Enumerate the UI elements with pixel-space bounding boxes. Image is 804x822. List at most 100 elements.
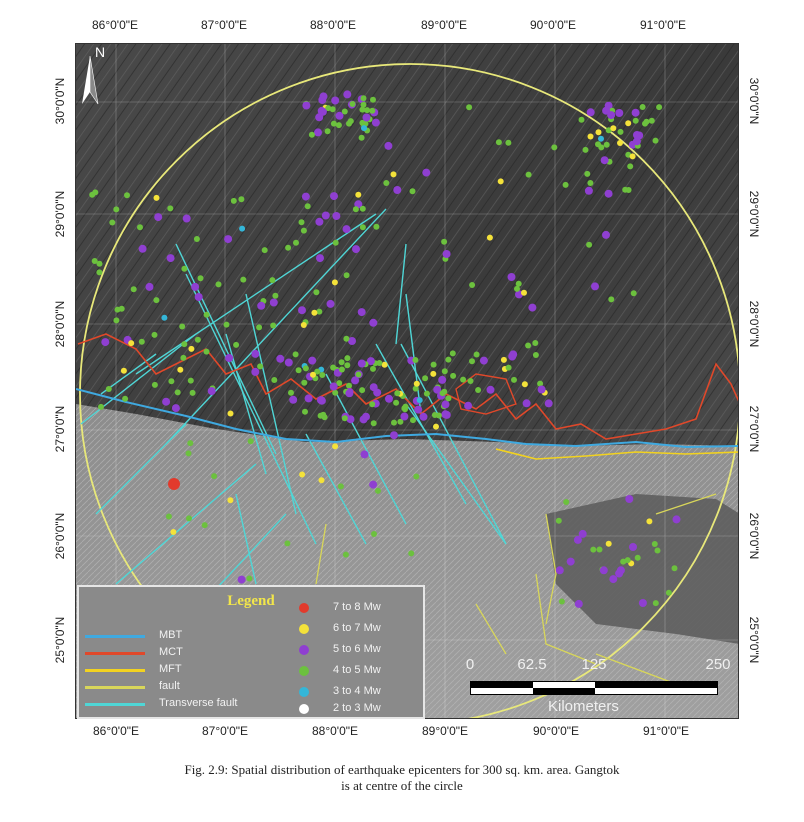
epicenter-dot — [269, 277, 276, 284]
epicenter-dot — [654, 547, 661, 554]
top-tick-86e: 86°0'0"E — [91, 18, 139, 32]
legend-label-fault: fault — [159, 680, 180, 692]
epicenter-dot — [247, 438, 254, 445]
epicenter-dot — [201, 522, 208, 529]
epicenter-dot — [344, 362, 351, 369]
epicenter-dot — [344, 355, 351, 362]
epicenter-dot — [562, 181, 569, 188]
legend-dot-3-4 — [299, 687, 309, 697]
legend-dot-2-3 — [299, 704, 309, 714]
epicenter-dot — [652, 137, 659, 144]
epicenter-dot — [438, 375, 447, 384]
epicenter-dot — [239, 225, 246, 232]
epicenter-dot — [151, 331, 158, 338]
epicenter-dot — [329, 382, 338, 391]
epicenter-dot — [412, 385, 419, 392]
epicenter-dot — [528, 303, 537, 312]
epicenter-dot — [632, 117, 639, 124]
epicenter-dot — [416, 397, 423, 404]
epicenter-dot — [332, 239, 339, 246]
epicenter-dot — [109, 219, 116, 226]
epicenter-dot — [620, 558, 627, 565]
epicenter-dot — [261, 247, 268, 254]
epicenter-dot — [435, 412, 442, 419]
epicenter-dot — [364, 107, 371, 114]
epicenter-dot — [324, 128, 331, 135]
legend-dot-5-6 — [299, 645, 309, 655]
epicenter-dot — [608, 296, 615, 303]
epicenter-dot — [319, 92, 328, 101]
epicenter-dot — [371, 531, 377, 537]
epicenter-dot — [609, 575, 618, 584]
epicenter-dot — [445, 356, 452, 363]
epicenter-dot — [342, 225, 351, 234]
epicenter-dot — [302, 365, 309, 372]
epicenter-dot — [596, 546, 603, 553]
epicenter-dot — [177, 366, 184, 373]
epicenter-dot — [643, 118, 650, 125]
legend-label-mft: MFT — [159, 663, 182, 675]
epicenter-dot — [360, 450, 369, 459]
epicenter-dot — [343, 272, 350, 279]
epicenter-dot — [120, 367, 127, 374]
epicenter-dot — [584, 186, 593, 195]
epicenter-dot — [335, 111, 344, 120]
epicenter-dot — [587, 180, 594, 186]
epicenter-dot — [369, 107, 376, 114]
epicenter-dot — [617, 140, 623, 146]
epicenter-dot — [332, 212, 341, 220]
epicenter-dot — [586, 241, 593, 248]
epicenter-dot — [408, 550, 415, 557]
epicenter-dot — [469, 358, 475, 365]
epicenter-dot — [551, 144, 558, 151]
epicenter-dot — [301, 379, 308, 386]
legend-dot-7-8 — [299, 603, 309, 613]
epicenter-dot — [189, 389, 196, 396]
epicenter-dot — [357, 359, 366, 368]
left-tick-27n: 27°0'0"N — [53, 405, 67, 453]
top-tick-89e: 89°0'0"E — [420, 18, 468, 32]
epicenter-dot — [330, 120, 337, 127]
epicenter-dot — [162, 397, 171, 406]
epicenter-dot — [555, 517, 562, 524]
epicenter-dot — [207, 387, 216, 396]
epicenter-dot — [371, 118, 380, 127]
epicenter-dot — [316, 308, 323, 315]
epicenter-dot — [215, 281, 222, 288]
epicenter-dot — [269, 298, 278, 307]
epicenter-dot — [314, 128, 322, 137]
epicenter-dot — [346, 382, 352, 389]
epicenter-dot — [179, 323, 186, 330]
epicenter-dot — [270, 322, 277, 329]
epicenter-dot — [352, 245, 360, 254]
epicenter-dot — [460, 376, 467, 383]
legend-dot-6-7 — [299, 624, 309, 634]
epicenter-dot — [469, 282, 476, 288]
epicenter-dot — [319, 372, 326, 378]
epicenter-dot — [599, 566, 608, 575]
epicenter-dot — [203, 311, 210, 318]
epicenter-dot — [174, 389, 181, 396]
epicenter-dot — [359, 387, 366, 394]
epicenter-dot — [181, 341, 188, 348]
hill-region-southeast — [546, 494, 738, 644]
epicenter-dot — [124, 192, 130, 199]
north-arrow — [82, 55, 99, 105]
mct-klippe — [455, 373, 517, 415]
epicenter-dot — [321, 211, 330, 220]
epicenter-dot — [537, 385, 546, 394]
bottom-tick-88e: 88°0'0"E — [311, 724, 359, 738]
epicenter-dot — [473, 351, 480, 358]
scale-segment-3 — [595, 682, 717, 688]
epicenter-dot — [413, 380, 420, 387]
epicenter-dot — [397, 418, 404, 425]
epicenter-dot — [302, 408, 308, 415]
epicenter-dot — [430, 370, 437, 377]
scale-tick-62-5: 62.5 — [517, 656, 547, 673]
legend-title: Legend — [227, 593, 275, 609]
epicenter-dot — [292, 351, 299, 358]
bottom-tick-90e: 90°0'0"E — [532, 724, 580, 738]
epicenter-dot — [130, 286, 137, 293]
epicenter-dot — [370, 420, 377, 427]
bottom-tick-89e: 89°0'0"E — [421, 724, 469, 738]
